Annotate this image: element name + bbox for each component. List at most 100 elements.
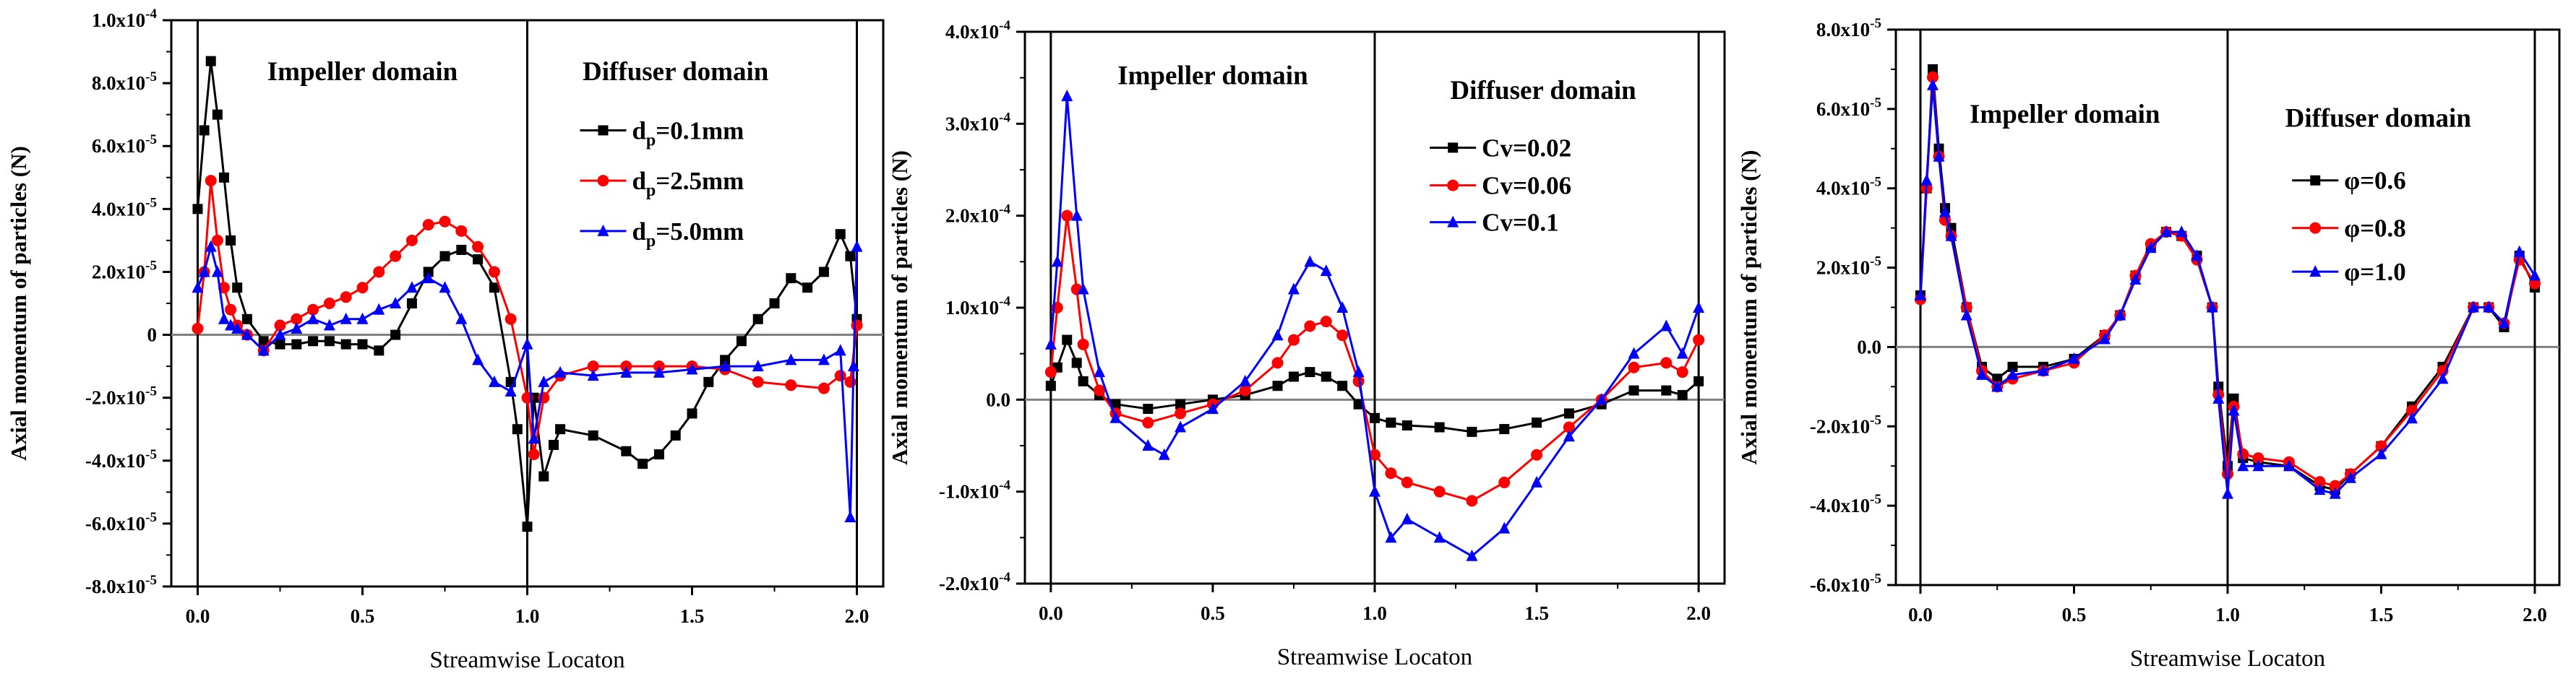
data-point	[390, 329, 401, 340]
data-point	[1158, 448, 1170, 460]
data-point	[439, 281, 451, 293]
data-point	[1353, 399, 1364, 410]
data-point	[1401, 476, 1413, 488]
legend-marker	[597, 224, 609, 236]
data-point	[621, 446, 632, 456]
data-point	[198, 265, 210, 277]
data-point	[670, 430, 681, 441]
data-point	[703, 376, 714, 387]
data-point	[851, 240, 863, 252]
data-point	[258, 336, 269, 347]
data-point	[2314, 476, 2326, 488]
panel-b: -2.0x10-4-1.0x10-40.01.0x10-42.0x10-43.0…	[887, 18, 1726, 670]
data-point	[1321, 371, 1331, 382]
y-tick-label-base: 2.0x10	[945, 205, 999, 227]
data-point	[205, 240, 217, 252]
legend-label-text: φ=0.8	[2344, 215, 2406, 243]
data-point	[2006, 368, 2019, 380]
data-point	[686, 363, 698, 375]
data-point	[212, 109, 223, 120]
y-tick-label-exponent: -5	[1870, 95, 1881, 111]
data-point	[1271, 357, 1284, 369]
data-point	[1915, 289, 1926, 301]
data-point	[1498, 476, 1511, 488]
x-tick-label: 1.5	[680, 605, 705, 627]
x-tick-label: 0.0	[1039, 602, 1063, 624]
y-axis: -8.0x10-5-6.0x10-5-4.0x10-5-2.0x10-502.0…	[85, 7, 171, 597]
data-point	[1467, 426, 1477, 437]
data-point	[1109, 411, 1122, 423]
y-tick-label-base: 2.0x10	[1816, 257, 1870, 279]
data-point	[1992, 373, 2003, 384]
data-point	[687, 408, 697, 419]
y-tick-label: 2.0x10-4	[945, 202, 1011, 227]
legend-marker	[1447, 215, 1459, 228]
series-line	[197, 246, 859, 519]
data-point	[323, 298, 335, 309]
legend-label-subscript: p	[646, 232, 656, 251]
data-point	[218, 172, 229, 183]
data-point	[817, 382, 830, 394]
data-point	[1677, 389, 1688, 400]
y-tick-label-base: 1.0x10	[945, 297, 999, 319]
data-point	[489, 282, 499, 293]
x-tick-label: 0.5	[1201, 602, 1225, 624]
data-point	[405, 281, 418, 293]
data-point	[1945, 229, 1957, 241]
series-line	[1049, 215, 1700, 502]
domain-label: Diffuser domain	[2285, 104, 2472, 134]
y-axis-title: Axial momentum of particles (N)	[6, 146, 31, 461]
data-point	[1304, 255, 1316, 267]
y-tick-label-base: 4.0x10	[1816, 178, 1870, 199]
legend-label-rest: =0.1mm	[656, 116, 744, 144]
data-point	[1433, 531, 1446, 543]
data-point	[241, 328, 253, 340]
y-tick-label: 2.0x10-5	[1816, 254, 1881, 279]
data-point	[1094, 384, 1106, 397]
y-tick-label-base: -8.0x10	[85, 576, 145, 597]
data-point	[512, 424, 523, 435]
data-point	[274, 328, 286, 340]
legend-marker	[598, 125, 609, 136]
x-axis-title: Streamwise Locaton	[429, 647, 624, 673]
data-point	[211, 234, 223, 246]
y-tick-label: 4.0x10-5	[1816, 175, 1881, 199]
data-point	[785, 353, 797, 365]
data-point	[1531, 475, 1543, 488]
data-point	[308, 336, 319, 347]
y-tick-label: -6.0x10-5	[85, 510, 157, 534]
y-axis-title: Axial momentum of particles (N)	[887, 150, 912, 465]
legend-item: Cv=0.06	[1430, 172, 1571, 200]
data-point	[834, 344, 846, 356]
data-point	[620, 365, 632, 378]
legend-label-text: d	[632, 116, 646, 144]
legend-marker	[2309, 222, 2322, 234]
legend-label-text: Cv=0.02	[1482, 134, 1571, 162]
data-point	[373, 303, 385, 315]
data-point	[2212, 391, 2225, 404]
data-point	[455, 312, 468, 324]
y-tick-label: -6.0x10-5	[1810, 571, 1881, 596]
data-point	[1287, 282, 1300, 295]
data-point	[2237, 459, 2249, 472]
data-point	[1939, 205, 1951, 217]
legend-label-text: d	[632, 167, 646, 195]
data-point	[307, 312, 319, 324]
data-point	[472, 353, 484, 365]
data-point	[752, 313, 763, 324]
data-point	[2329, 487, 2341, 499]
data-point	[834, 370, 846, 382]
data-point	[1288, 371, 1299, 382]
y-tick-label-base: 0.0	[986, 389, 1010, 410]
data-point	[2498, 316, 2510, 329]
data-point	[257, 344, 270, 356]
data-point	[1336, 301, 1349, 313]
data-point	[439, 251, 450, 261]
data-point	[817, 353, 830, 365]
data-point	[356, 312, 369, 324]
x-tick-label: 1.0	[515, 605, 540, 627]
data-point	[2283, 459, 2295, 472]
y-tick-label: 8.0x10-5	[92, 69, 157, 94]
x-tick-label: 0.5	[351, 605, 375, 627]
